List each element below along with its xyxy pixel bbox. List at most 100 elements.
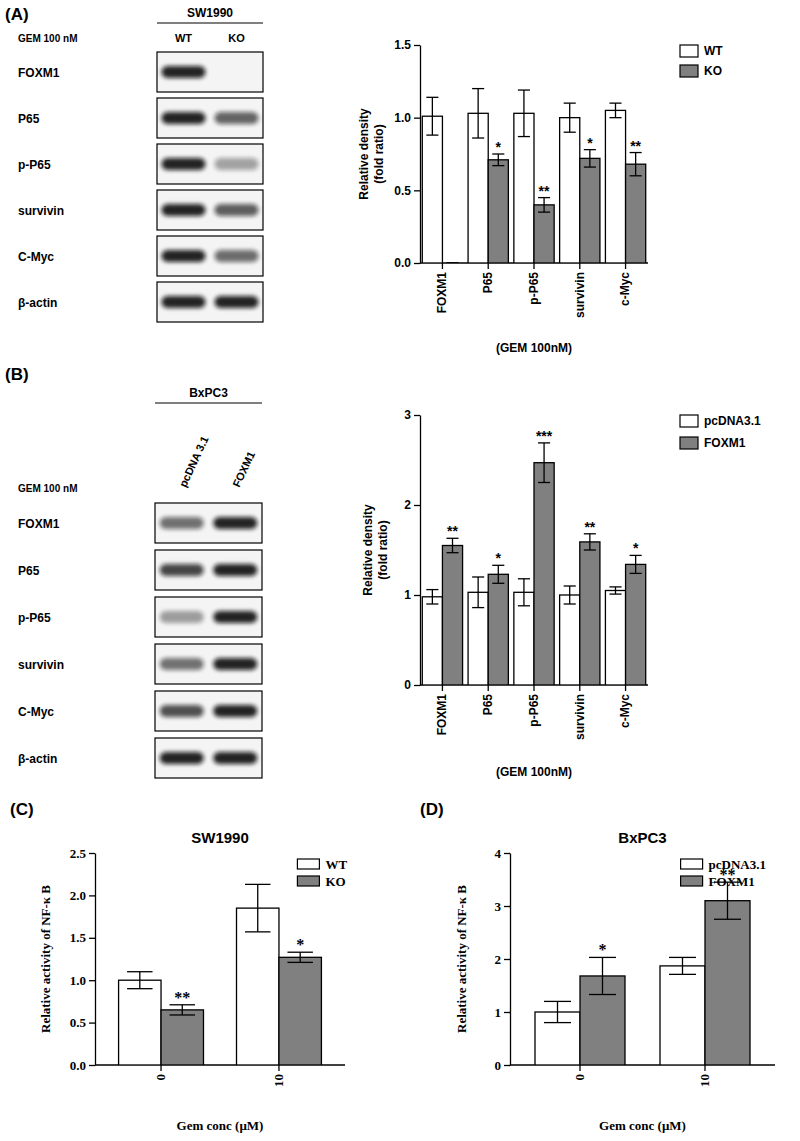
y-tick-label: 2.0 [70, 888, 86, 903]
y-tick-mark [414, 415, 420, 416]
x-axis-title: Gem conc (μM) [599, 1118, 686, 1133]
lane-label: WT [175, 32, 192, 44]
error-cap [538, 211, 550, 212]
bar [534, 463, 554, 685]
legend-label: KO [325, 874, 345, 889]
x-tick-label: c-Myc [618, 272, 632, 306]
y-axis-line [420, 46, 421, 264]
x-axis-title: (GEM 100nM) [496, 341, 572, 355]
x-tick: c-Myc [618, 263, 632, 306]
y-axis-title-line: (fold ratio) [376, 520, 390, 579]
x-tick: c-Myc [618, 685, 632, 728]
error-cap [472, 137, 484, 138]
blot-band [213, 658, 257, 670]
error-bar [557, 1001, 558, 1022]
error-cap [446, 552, 458, 553]
error-cap [564, 132, 576, 133]
legend-swatch [680, 45, 698, 57]
legend-label: WT [325, 857, 347, 872]
error-bar [498, 565, 499, 583]
legend-label: pcDNA3.1 [704, 414, 761, 428]
error-bar [477, 577, 478, 608]
panel-label: (A) [5, 5, 29, 24]
error-cap [518, 136, 530, 137]
annotation: * [587, 135, 593, 151]
y-axis-title-line: Relative density [357, 108, 371, 200]
y-tick: 1.0 [70, 973, 95, 988]
error-bar [615, 103, 616, 118]
annotation: ** [630, 138, 641, 154]
legend-label: FOXM1 [704, 436, 746, 450]
error-cap [245, 931, 270, 932]
error-cap [584, 166, 596, 167]
error-bar [523, 90, 524, 137]
y-axis: 0123 [404, 408, 420, 692]
cell-line: SW1990 [187, 6, 233, 20]
y-tick: 4 [495, 846, 511, 861]
x-tick-mark [442, 685, 443, 691]
bar [605, 591, 625, 686]
blot-frame [157, 52, 263, 92]
bar [560, 118, 580, 263]
x-axis: 010 [510, 1065, 775, 1087]
error-cap [630, 573, 642, 574]
error-cap [245, 884, 270, 885]
row-label: survivin [18, 204, 64, 218]
y-tick-label: 1 [404, 588, 411, 602]
y-tick: 2 [404, 498, 420, 512]
blot-band [160, 752, 204, 764]
blot-panel: (A)SW1990GEM 100 nMWTKOFOXM1P65p-P65surv… [5, 5, 263, 322]
bar [422, 116, 442, 263]
x-tick-mark [278, 1065, 279, 1071]
y-axis-title: Relative density(fold ratio) [361, 504, 389, 596]
annotation: * [599, 941, 607, 958]
chart: 0123FOXM1P65p-P65survivinc-Myc*********R… [361, 408, 761, 779]
x-axis: 010 [95, 1065, 345, 1087]
blot-band [162, 112, 206, 124]
legend: pcDNA3.1 FOXM1 [680, 414, 761, 450]
blot-band [215, 158, 259, 170]
y-tick-mark [504, 1065, 510, 1066]
y-tick: 2.0 [70, 888, 95, 903]
y-tick: 3 [495, 899, 511, 914]
row-label: FOXM1 [18, 517, 60, 531]
error-cap [518, 578, 530, 579]
error-cap [544, 1001, 571, 1002]
bar [626, 164, 646, 263]
error-cap [564, 585, 576, 586]
error-cap [518, 605, 530, 606]
panel-label: (B) [5, 365, 29, 384]
error-cap [287, 962, 312, 963]
y-tick: 0.5 [70, 1015, 95, 1030]
plot-area [422, 443, 645, 685]
blot-band [215, 112, 259, 124]
error-bar [139, 972, 140, 989]
legend-label: FOXM1 [709, 874, 755, 889]
y-tick-mark [414, 45, 420, 46]
error-bar [635, 555, 636, 573]
bar [279, 957, 321, 1065]
y-tick-label: 0 [404, 678, 411, 692]
legend-swatch [680, 437, 698, 449]
blot-frame [155, 738, 262, 778]
y-axis: 01234 [495, 846, 511, 1073]
legend-swatch [680, 65, 698, 77]
y-tick-mark [414, 118, 420, 119]
y-tick-label: 1.5 [70, 930, 87, 945]
y-tick-label: 1.5 [394, 38, 411, 52]
y-tick-mark [414, 263, 420, 264]
x-tick-mark [625, 685, 626, 691]
error-bar [569, 103, 570, 132]
error-cap [170, 1014, 195, 1015]
blot-band [160, 705, 204, 717]
y-tick: 2 [495, 952, 511, 967]
y-tick-label: 4 [495, 846, 502, 861]
y-tick-mark [89, 938, 95, 939]
error-cap [714, 919, 741, 920]
x-tick: P65 [481, 263, 495, 293]
bar [605, 110, 625, 263]
y-tick-mark [89, 980, 95, 981]
error-cap [426, 589, 438, 590]
x-tick-mark [704, 1065, 705, 1071]
y-axis-line [95, 854, 96, 1066]
